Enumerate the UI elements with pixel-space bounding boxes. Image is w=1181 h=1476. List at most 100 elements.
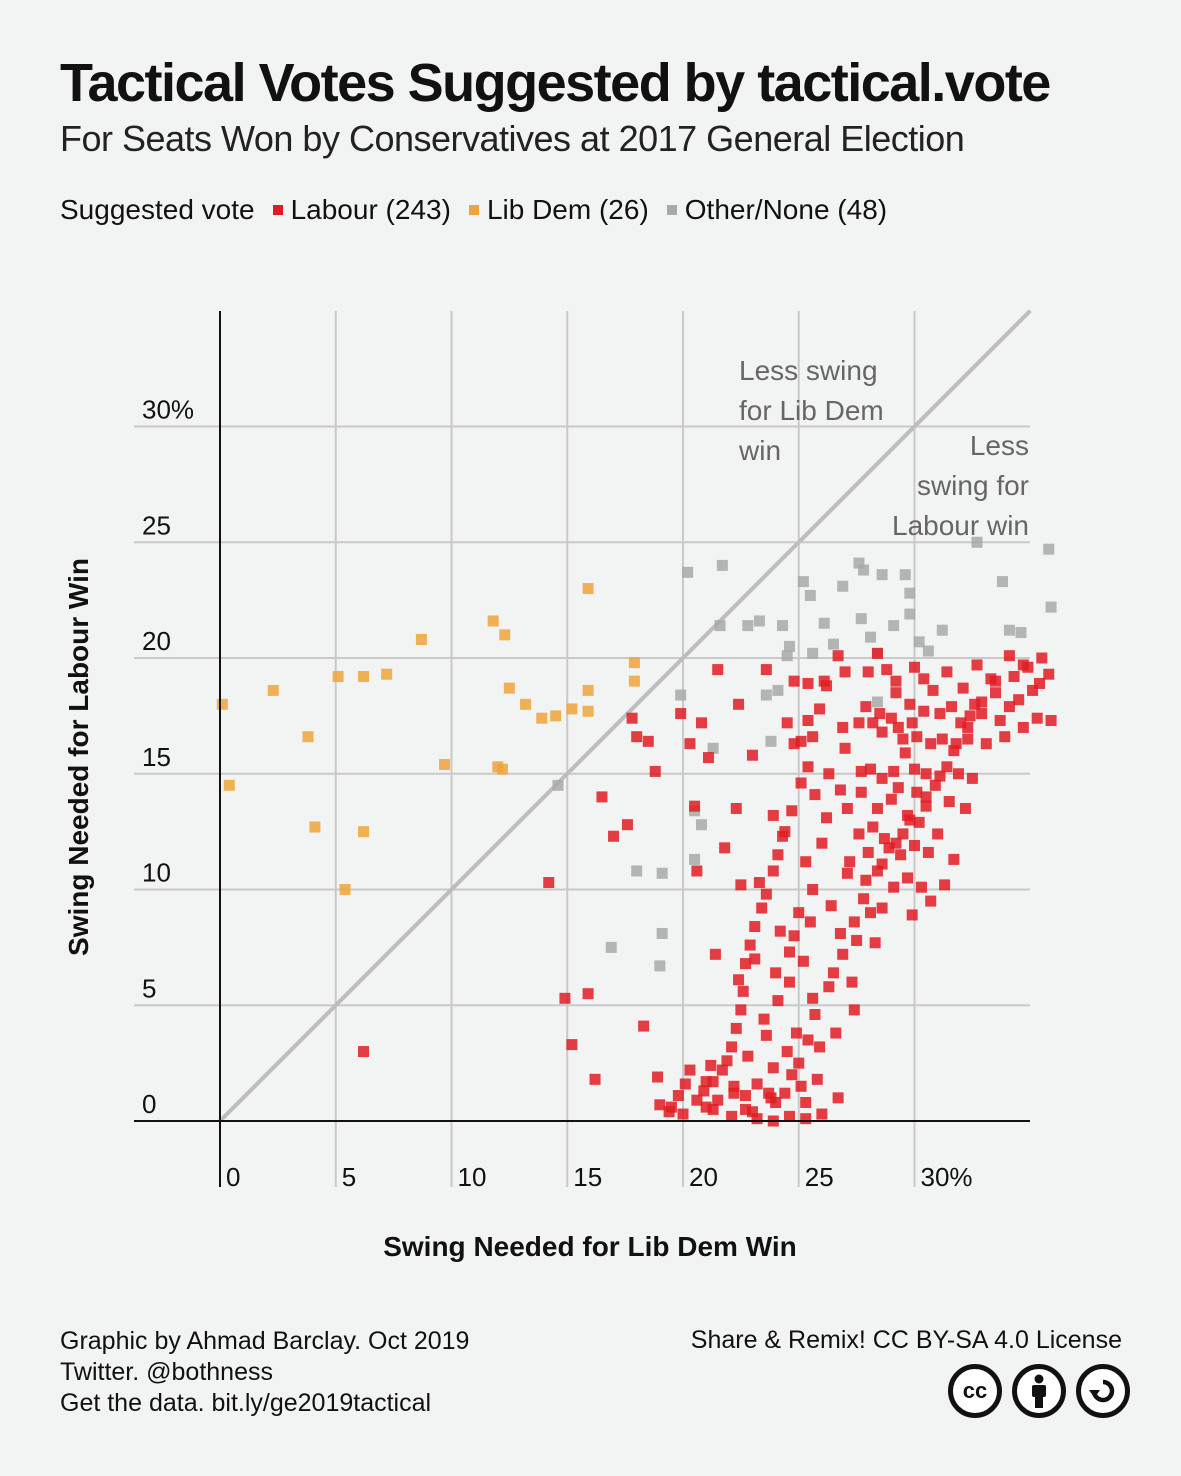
point-labour-199 [756,902,768,914]
footer-data-link[interactable]: Get the data. bit.ly/ge2019tactical [60,1389,432,1417]
point-labour-112 [871,865,883,877]
point-labour-106 [865,763,877,775]
point-labour-230 [976,696,988,708]
point-labour-232 [1003,650,1015,662]
point-lib-14 [496,763,508,775]
point-labour-141 [915,881,927,893]
point-othernone-33 [876,569,888,581]
point-othernone-40 [936,624,948,636]
point-labour-215 [665,1101,677,1113]
point-labour-206 [721,1055,733,1067]
point-labour-8 [621,819,633,831]
point-labour-17 [684,738,696,750]
point-labour-155 [941,666,953,678]
point-labour-159 [948,853,960,865]
point-othernone-29 [858,564,870,576]
point-labour-73 [802,1034,814,1046]
point-labour-2 [559,992,571,1004]
point-othernone-27 [837,580,849,592]
point-lib-9 [381,668,393,680]
data-points [216,536,1057,1127]
point-labour-177 [1008,671,1020,683]
point-labour-242 [700,1101,712,1113]
axes [134,311,1030,1187]
point-labour-60 [788,738,800,750]
point-labour-7 [608,830,620,842]
point-labour-121 [885,793,897,805]
point-othernone-18 [772,684,784,696]
point-labour-165 [962,733,974,745]
point-othernone-11 [707,742,719,754]
point-labour-117 [878,833,890,845]
point-labour-16 [675,708,687,720]
y-tick-label-25: 25 [142,510,171,540]
point-labour-52 [774,925,786,937]
point-othernone-22 [797,576,809,588]
point-labour-210 [698,1085,710,1097]
point-labour-161 [952,768,964,780]
x-axis-label: Swing Needed for Lib Dem Win [383,1231,797,1262]
point-labour-108 [867,717,879,729]
legend-swatch-other [666,205,677,215]
x-tick-label-30: 30% [921,1162,973,1192]
point-labour-9 [626,712,638,724]
y-tick-label-30: 30% [142,395,194,425]
point-labour-209 [705,1059,717,1071]
point-labour-205 [726,1041,738,1053]
point-labour-74 [804,916,816,928]
point-labour-89 [834,927,846,939]
point-othernone-24 [807,647,819,659]
point-labour-128 [897,733,909,745]
point-labour-20 [696,717,708,729]
point-lib-18 [536,712,548,724]
y-tick-label-10: 10 [142,858,171,888]
x-tick-label-5: 5 [342,1162,356,1192]
point-labour-44 [760,664,772,676]
by-icon [1012,1364,1066,1418]
x-tick-label-15: 15 [573,1162,602,1192]
point-labour-122 [888,765,900,777]
point-labour-189 [832,650,844,662]
point-labour-114 [876,726,888,738]
point-othernone-44 [1015,627,1027,639]
point-labour-65 [795,735,807,747]
point-labour-217 [783,946,795,958]
point-labour-240 [746,1106,758,1118]
point-labour-116 [876,902,888,914]
point-labour-58 [786,1069,798,1081]
point-labour-192 [807,731,819,743]
point-labour-101 [855,786,867,798]
point-lib-17 [520,698,532,710]
point-labour-225 [904,814,916,826]
point-othernone-9 [689,853,701,865]
point-lib-25 [628,675,640,687]
point-labour-0 [358,1046,370,1058]
point-othernone-35 [899,569,911,581]
point-labour-174 [994,715,1006,727]
point-labour-233 [1017,659,1029,671]
point-labour-5 [589,1073,601,1085]
point-labour-144 [920,768,932,780]
point-labour-98 [853,717,865,729]
scatter-chart: 0 5 10 15 20 25 30% 0 5 10 15 20 25 30% Less swing for… [63,309,1057,1262]
y-axis-label: Swing Needed for Labour Win [63,558,94,956]
point-labour-13 [649,765,661,777]
legend-item-other: Other/None (48) [666,194,887,226]
point-labour-193 [795,777,807,789]
point-labour-32 [733,974,745,986]
point-labour-120 [885,712,897,724]
point-labour-88 [834,784,846,796]
footer-twitter[interactable]: Twitter. @bothness [60,1358,273,1386]
legend-label: Suggested vote [60,194,255,225]
sa-icon [1076,1364,1130,1418]
legend: Suggested vote Labour (243) Lib Dem (26)… [60,194,887,226]
point-labour-234 [1034,677,1046,689]
legend-text-libdem: Lib Dem (26) [486,194,649,225]
point-labour-115 [876,772,888,784]
point-labour-187 [871,647,883,659]
point-labour-48 [767,809,779,821]
point-lib-11 [439,758,451,770]
x-tick-label-25: 25 [805,1162,834,1192]
point-labour-119 [883,842,895,854]
point-labour-213 [679,1078,691,1090]
